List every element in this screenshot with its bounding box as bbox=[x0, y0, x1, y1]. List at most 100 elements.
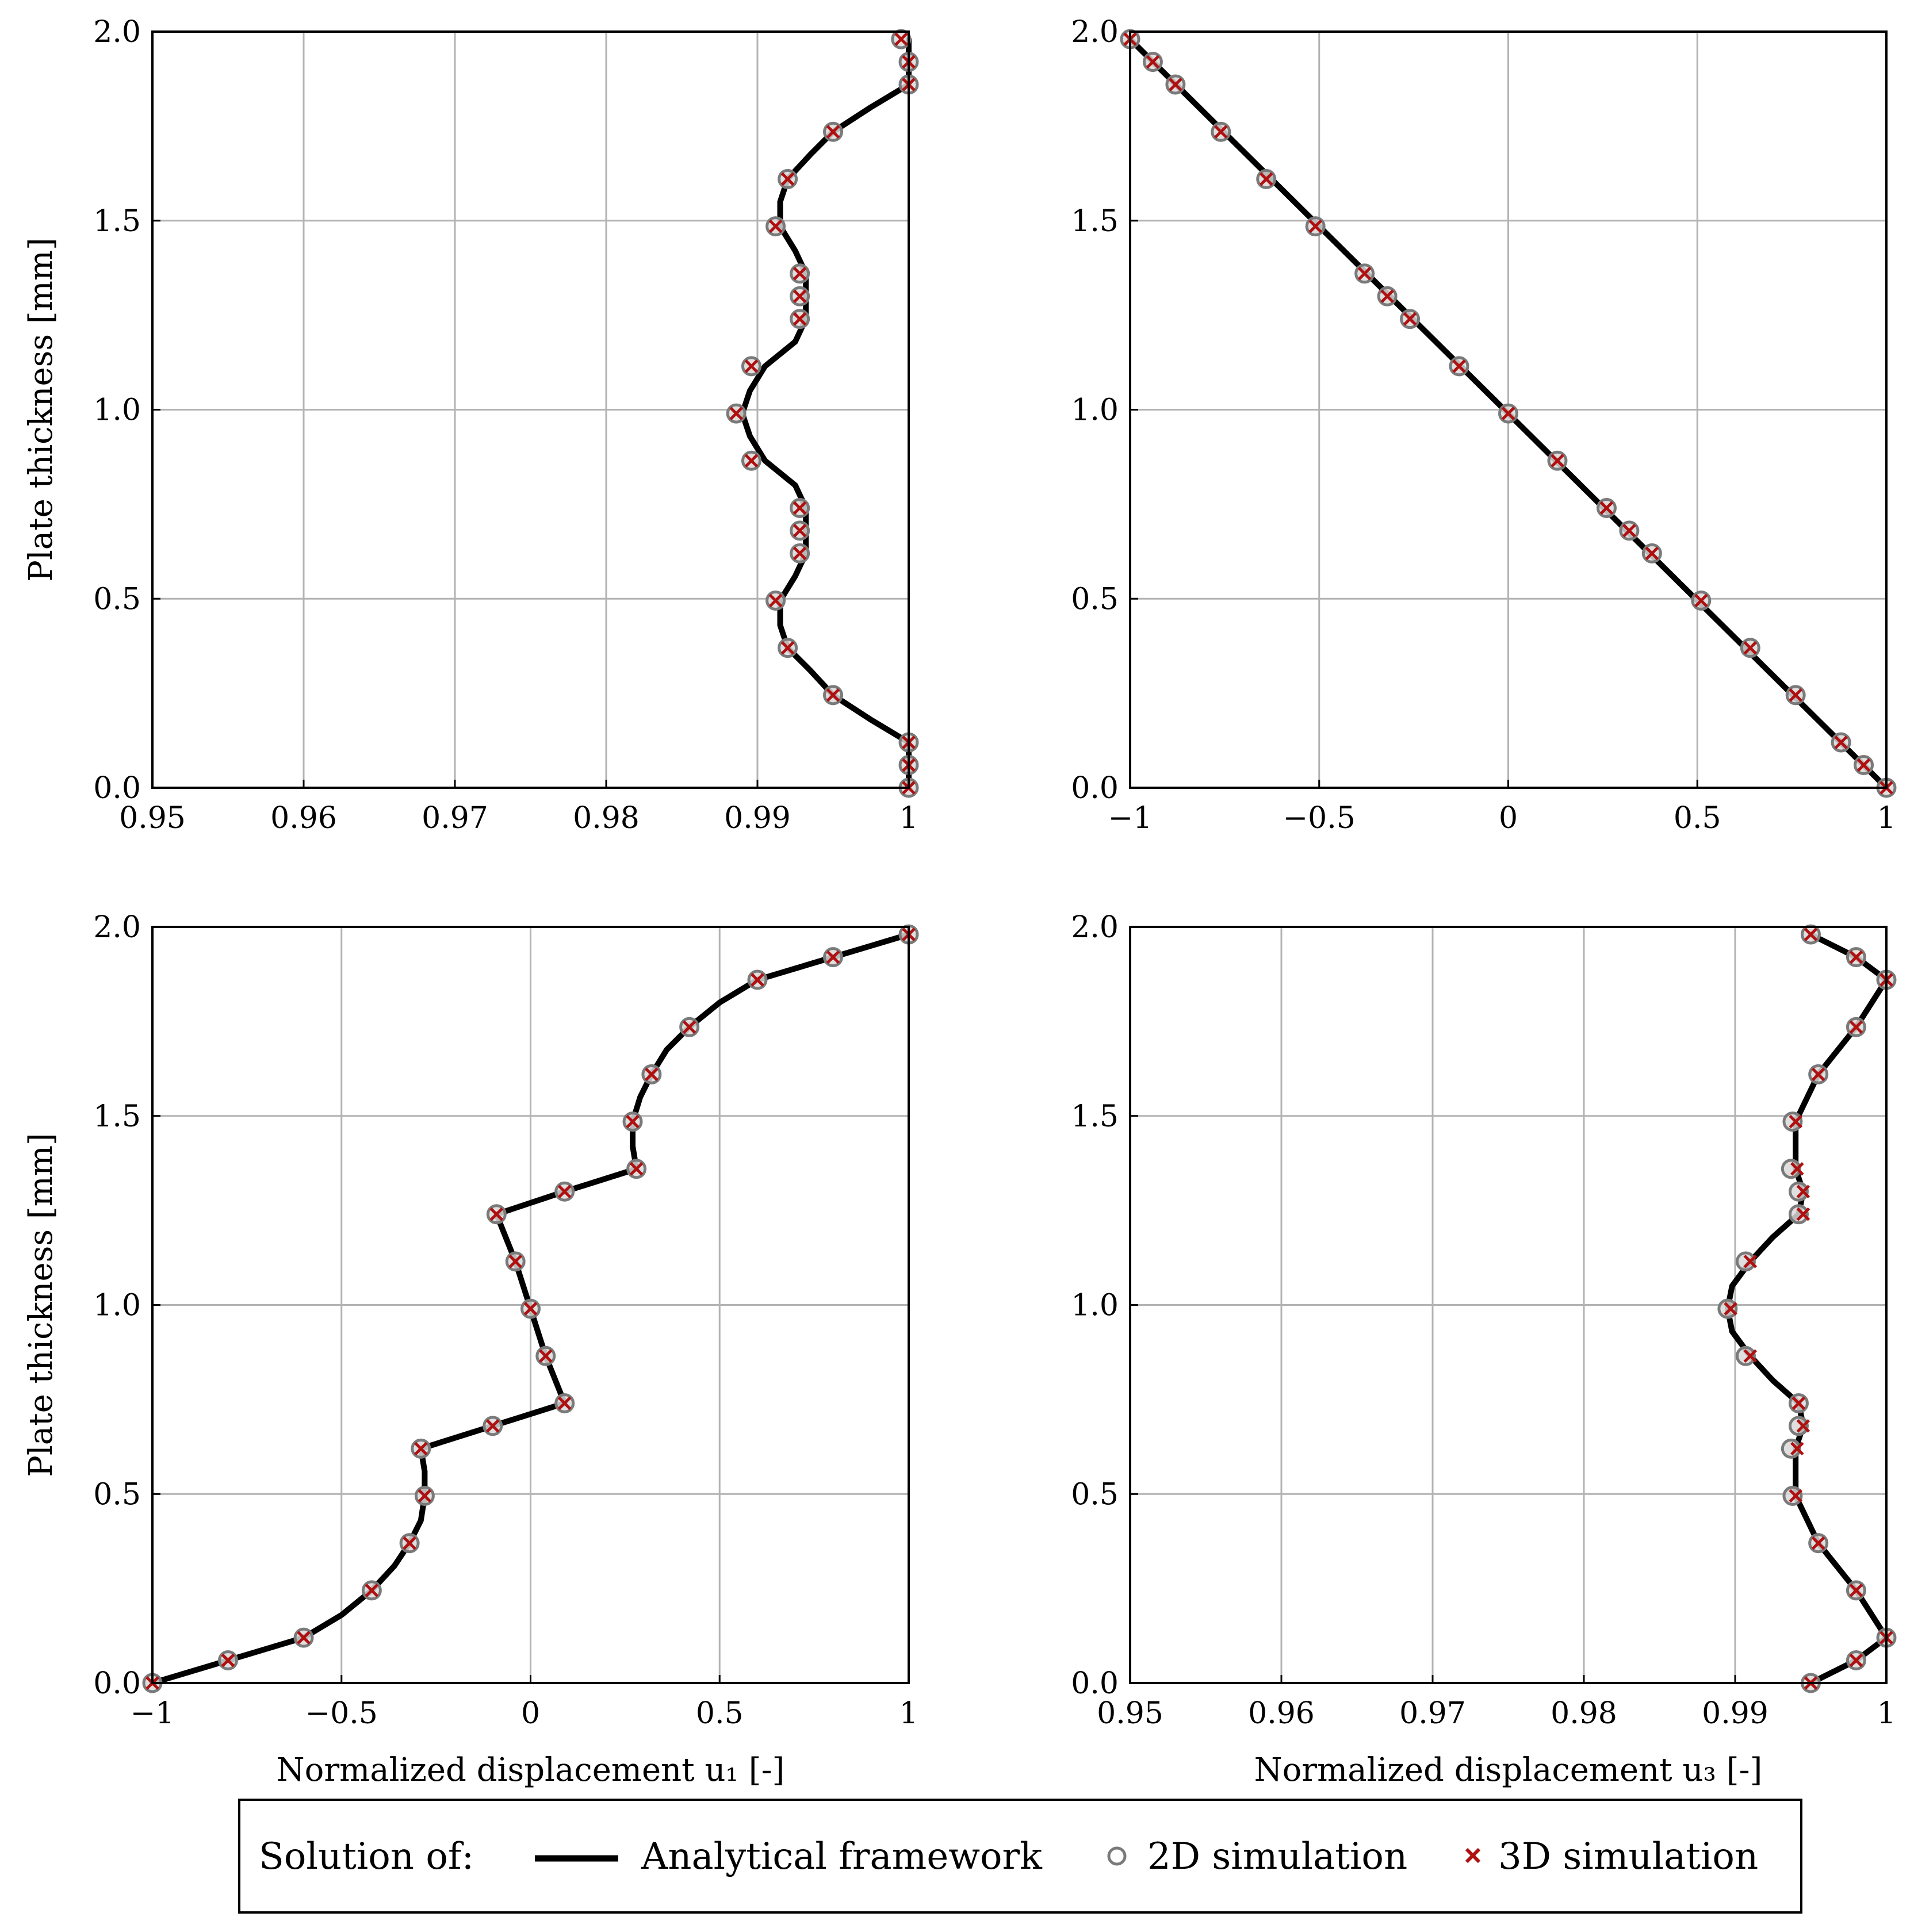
x-tick-label: 0.5 bbox=[696, 1696, 744, 1731]
point-3d-simulation bbox=[1380, 289, 1394, 304]
point-3d-simulation bbox=[403, 1536, 416, 1550]
x-tick-label: 0.98 bbox=[573, 801, 640, 835]
plot-frame bbox=[1129, 926, 1888, 1684]
point-3d-simulation bbox=[1789, 688, 1802, 702]
point-3d-simulation bbox=[1357, 267, 1372, 281]
x-tick-label: 1 bbox=[1877, 801, 1896, 835]
point-3d-simulation bbox=[729, 407, 743, 420]
point-3d-simulation bbox=[1551, 454, 1564, 468]
x-tick-label: 0 bbox=[521, 1696, 540, 1731]
point-2d-simulation bbox=[1717, 1298, 1738, 1319]
point-2d-simulation bbox=[1788, 1181, 1809, 1202]
point-3d-simulation bbox=[557, 1396, 572, 1410]
point-3d-simulation bbox=[1599, 501, 1614, 515]
y-tick-label: 0.5 bbox=[93, 1477, 141, 1512]
point-3d-simulation bbox=[508, 1255, 522, 1268]
y-tick-label: 1.0 bbox=[1071, 393, 1119, 428]
point-3d-simulation bbox=[793, 289, 807, 304]
point-2d-simulation bbox=[1788, 1416, 1809, 1436]
y-axis-label: Plate thickness [mm] bbox=[22, 1133, 60, 1477]
x-tick-label: −1 bbox=[131, 1696, 175, 1731]
point-3d-simulation bbox=[626, 1114, 640, 1129]
point-3d-simulation bbox=[1804, 927, 1818, 941]
point-3d-simulation bbox=[1790, 1162, 1804, 1176]
point-3d-simulation bbox=[1452, 359, 1466, 373]
x-tick-label: 0.99 bbox=[724, 801, 791, 835]
point-3d-simulation bbox=[1811, 1067, 1825, 1082]
point-3d-simulation bbox=[744, 454, 759, 468]
point-3d-simulation bbox=[780, 172, 795, 186]
x-tick-label: 0.99 bbox=[1702, 1696, 1768, 1731]
y-tick-label: 2.0 bbox=[93, 15, 141, 49]
point-3d-simulation bbox=[1811, 1536, 1825, 1550]
legend-box bbox=[238, 1799, 1802, 1914]
point-3d-simulation bbox=[1791, 1396, 1806, 1410]
x-tick-label: −1 bbox=[1108, 801, 1153, 835]
x-tick-label: 0 bbox=[1499, 801, 1518, 835]
plot-frame bbox=[151, 926, 910, 1684]
point-3d-simulation bbox=[826, 688, 840, 702]
point-3d-simulation bbox=[1849, 950, 1863, 964]
point-2d-simulation bbox=[1735, 1346, 1756, 1366]
point-3d-simulation bbox=[1403, 312, 1417, 326]
y-tick-label: 1.0 bbox=[1071, 1289, 1119, 1323]
point-3d-simulation bbox=[1789, 1114, 1802, 1129]
y-tick-label: 0.5 bbox=[1071, 582, 1119, 616]
plot-frame bbox=[151, 30, 910, 789]
point-3d-simulation bbox=[768, 219, 783, 233]
point-3d-simulation bbox=[793, 501, 807, 515]
x-tick-label: 1 bbox=[899, 1696, 918, 1731]
point-3d-simulation bbox=[744, 359, 759, 373]
y-tick-label: 1.0 bbox=[93, 393, 141, 428]
point-2d-simulation bbox=[1782, 1111, 1803, 1132]
point-3d-simulation bbox=[1169, 78, 1182, 91]
y-tick-label: 0.0 bbox=[93, 1666, 141, 1701]
series-line-analytical bbox=[1724, 931, 1889, 1686]
point-2d-simulation bbox=[1782, 1486, 1803, 1506]
point-3d-simulation bbox=[1724, 1302, 1737, 1316]
legend-label-analytical: Analytical framework bbox=[641, 1835, 1043, 1878]
x-axis-label: Normalized displacement u₃ [-] bbox=[1254, 1751, 1763, 1789]
point-3d-simulation bbox=[1214, 125, 1228, 139]
point-3d-simulation bbox=[1743, 641, 1758, 655]
point-3d-simulation bbox=[793, 312, 807, 326]
x-tick-label: −0.5 bbox=[1283, 801, 1356, 835]
point-2d-simulation bbox=[1735, 1251, 1756, 1272]
legend-title: Solution of: bbox=[259, 1835, 474, 1878]
x-tick-label: 0.97 bbox=[422, 801, 488, 835]
point-3d-simulation bbox=[1849, 1653, 1863, 1667]
point-2d-simulation bbox=[1788, 1204, 1809, 1225]
x-tick-label: 1 bbox=[1877, 1696, 1896, 1731]
y-tick-label: 1.5 bbox=[93, 1099, 141, 1134]
point-3d-simulation bbox=[1796, 1184, 1810, 1199]
point-3d-simulation bbox=[365, 1584, 379, 1597]
grid bbox=[1129, 926, 1888, 1684]
plot-frame bbox=[1129, 30, 1888, 789]
point-3d-simulation bbox=[1790, 1442, 1804, 1456]
point-3d-simulation bbox=[751, 973, 764, 987]
x-tick-label: 0.98 bbox=[1551, 1696, 1617, 1731]
point-3d-simulation bbox=[629, 1162, 644, 1176]
point-3d-simulation bbox=[489, 1207, 504, 1221]
legend-circle-marker bbox=[1107, 1846, 1127, 1866]
point-3d-simulation bbox=[1694, 593, 1708, 608]
x-tick-label: 0.95 bbox=[1097, 1696, 1163, 1731]
point-3d-simulation bbox=[793, 524, 807, 538]
x-tick-label: 0.95 bbox=[119, 801, 186, 835]
point-3d-simulation bbox=[557, 1184, 572, 1199]
point-3d-simulation bbox=[1849, 1584, 1863, 1597]
y-tick-label: 0.0 bbox=[93, 771, 141, 806]
panel-bottom-right: 0.95 0.96 0.97 0.98 0.99 1 0.0 0.5 1.0 1.5 2.0 Norm… bbox=[1071, 910, 1897, 1789]
y-tick-label: 2.0 bbox=[1071, 910, 1119, 945]
point-3d-simulation bbox=[793, 267, 807, 281]
grid bbox=[151, 30, 910, 789]
point-3d-simulation bbox=[1743, 1349, 1758, 1363]
x-tick-label: 0.96 bbox=[270, 801, 337, 835]
x-tick-label: 1 bbox=[899, 801, 918, 835]
panel-bottom-left: −1 −0.5 0 0.5 1 0.0 0.5 1.0 1.5 2.0 Plate thicknes… bbox=[22, 910, 919, 1789]
y-axis-label: Plate thickness [mm] bbox=[22, 237, 60, 582]
point-3d-simulation bbox=[645, 1067, 659, 1082]
point-3d-simulation bbox=[1796, 1419, 1810, 1433]
point-3d-simulation bbox=[1834, 735, 1848, 749]
x-tick-label: 0.97 bbox=[1399, 1696, 1466, 1731]
